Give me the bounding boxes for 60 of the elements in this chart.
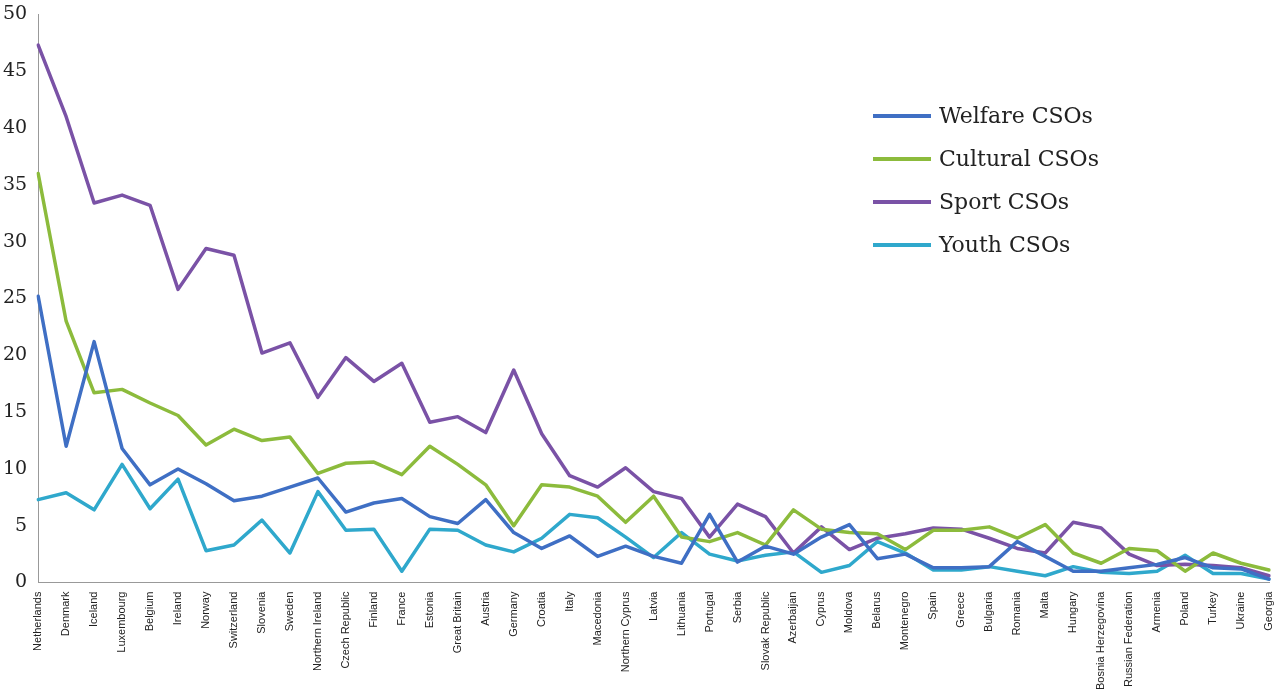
x-tick-label: Luxembourg <box>115 591 128 653</box>
legend-label: Cultural CSOs <box>939 145 1099 174</box>
x-tick-label: Hungary <box>1066 591 1079 634</box>
x-tick-label: Russian Federation <box>1122 591 1135 687</box>
x-tick-label: Malta <box>1038 590 1051 619</box>
x-tick-label: Belgium <box>143 591 156 632</box>
x-tick-label: Cyprus <box>814 591 827 627</box>
x-tick-label: Bulgaria <box>982 590 995 632</box>
x-tick-label: Romania <box>1010 590 1023 636</box>
legend-label: Youth CSOs <box>939 231 1071 260</box>
y-tick-label: 20 <box>2 342 28 365</box>
x-tick-label: Macedonia <box>590 590 603 646</box>
x-tick-label: Serbia <box>730 590 743 624</box>
x-tick-label: Switzerland <box>227 591 240 649</box>
x-tick-label: Netherlands <box>31 591 44 651</box>
x-tick-label: Slovak Republic <box>758 591 771 671</box>
y-tick-label: 15 <box>2 399 28 422</box>
x-tick-label: Spain <box>926 591 939 620</box>
y-tick-label: 10 <box>2 455 28 478</box>
x-tick-label: Turkey <box>1206 591 1219 625</box>
x-tick-label: Moldova <box>842 590 855 634</box>
y-tick-label: 25 <box>2 285 28 308</box>
x-tick-label: Finland <box>366 591 379 628</box>
x-tick-label: Ireland <box>171 591 184 626</box>
y-tick-label: 50 <box>2 1 28 24</box>
x-tick-label: Lithuania <box>674 590 687 637</box>
x-tick-label: Georgia <box>1262 590 1275 631</box>
x-tick-label: Germany <box>506 591 519 637</box>
y-tick-label: 0 <box>15 569 28 592</box>
x-tick-label: Northern Ireland <box>310 591 323 672</box>
x-tick-label: Latvia <box>646 590 659 621</box>
y-tick-label: 35 <box>2 171 28 194</box>
x-tick-label: Northern Cyprus <box>618 591 631 673</box>
x-tick-label: Montenegro <box>898 591 911 651</box>
x-tick-label: Denmark <box>59 591 72 637</box>
x-tick-label: Azerbaijan <box>786 591 799 644</box>
x-tick-label: Ukraine <box>1234 591 1247 630</box>
y-tick-label: 40 <box>2 114 28 137</box>
x-tick-label: Portugal <box>702 591 715 633</box>
x-tick-label: Poland <box>1178 591 1191 626</box>
x-tick-label: Austria <box>478 590 491 626</box>
x-tick-label: Greece <box>954 591 967 628</box>
x-tick-label: France <box>394 591 407 626</box>
x-tick-label: Slovenia <box>254 590 267 634</box>
x-tick-label: Bosnia Herzegovina <box>1094 590 1107 691</box>
x-tick-label: Sweden <box>282 591 295 632</box>
x-tick-label: Czech Republic <box>338 591 351 669</box>
x-tick-label: Great Britain <box>450 591 463 654</box>
legend-label: Sport CSOs <box>939 188 1069 217</box>
x-tick-label: Croatia <box>534 590 547 628</box>
y-tick-label: 45 <box>2 58 28 81</box>
x-tick-label: Armenia <box>1150 590 1163 633</box>
x-tick-label: Estonia <box>422 590 435 629</box>
x-tick-label: Belarus <box>870 591 883 629</box>
y-tick-label: 30 <box>2 228 28 251</box>
x-tick-label: Italy <box>562 591 575 612</box>
x-tick-label: Norway <box>199 591 212 629</box>
x-tick-label: Iceland <box>87 591 100 628</box>
y-tick-label: 5 <box>15 512 28 535</box>
legend-label: Welfare CSOs <box>939 102 1093 131</box>
